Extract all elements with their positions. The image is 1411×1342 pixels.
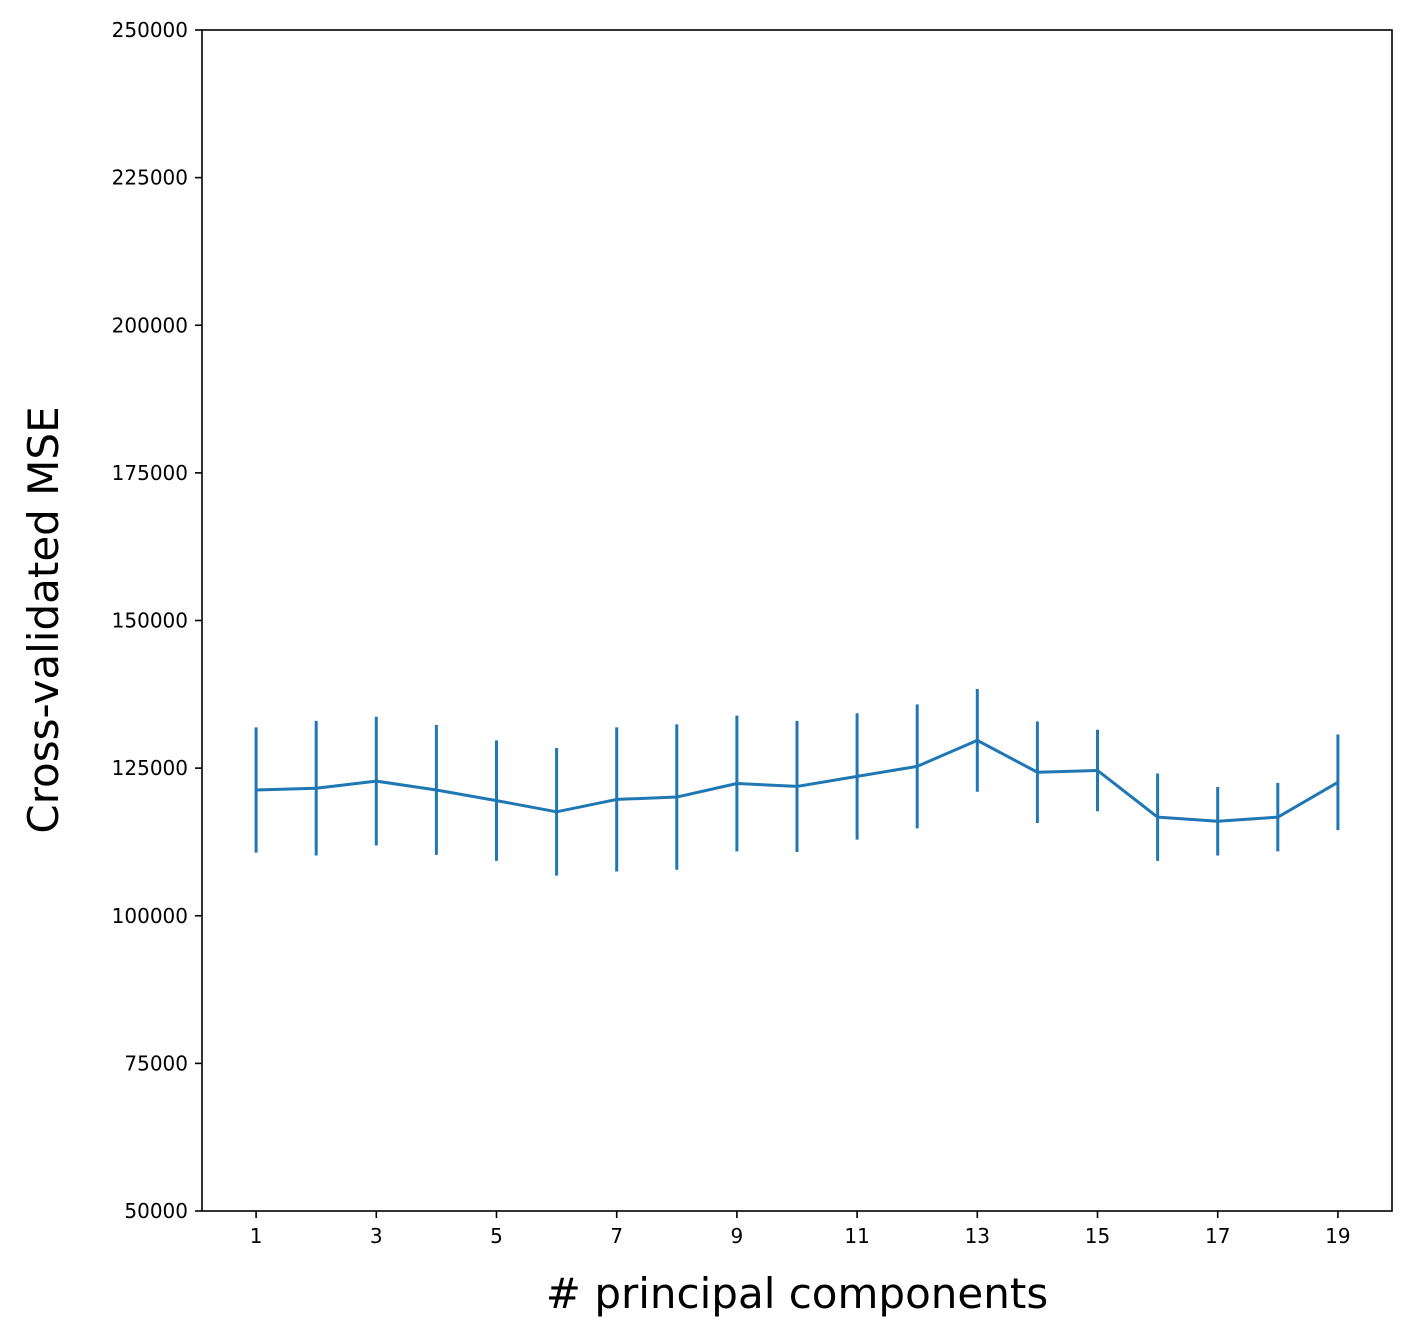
y-tick-label: 250000 bbox=[112, 18, 188, 42]
y-tick-label: 100000 bbox=[112, 904, 188, 928]
x-tick-label: 15 bbox=[1085, 1224, 1110, 1248]
y-tick-label: 125000 bbox=[112, 756, 188, 780]
x-tick-label: 17 bbox=[1205, 1224, 1230, 1248]
x-tick-label: 9 bbox=[731, 1224, 744, 1248]
y-tick-label: 75000 bbox=[124, 1051, 188, 1075]
x-tick-label: 7 bbox=[610, 1224, 623, 1248]
y-tick-label: 50000 bbox=[124, 1199, 188, 1223]
x-tick-label: 13 bbox=[965, 1224, 990, 1248]
x-tick-label: 19 bbox=[1325, 1224, 1350, 1248]
y-tick-label: 150000 bbox=[112, 609, 188, 633]
x-tick-label: 5 bbox=[490, 1224, 503, 1248]
x-tick-label: 11 bbox=[844, 1224, 869, 1248]
x-tick-label: 3 bbox=[370, 1224, 383, 1248]
y-tick-label: 200000 bbox=[112, 313, 188, 337]
x-axis-label: # principal components bbox=[546, 1269, 1048, 1318]
y-tick-label: 225000 bbox=[112, 166, 188, 190]
plot-frame bbox=[201, 29, 1393, 1212]
y-axis-label: Cross-validated MSE bbox=[19, 406, 68, 833]
x-tick-label: 1 bbox=[250, 1224, 263, 1248]
y-tick-label: 175000 bbox=[112, 461, 188, 485]
axes-layer: 1 3 5 7 9 11 13 15 17 195000075000100000125000150… bbox=[112, 18, 1351, 1248]
marks-layer bbox=[254, 688, 1340, 876]
